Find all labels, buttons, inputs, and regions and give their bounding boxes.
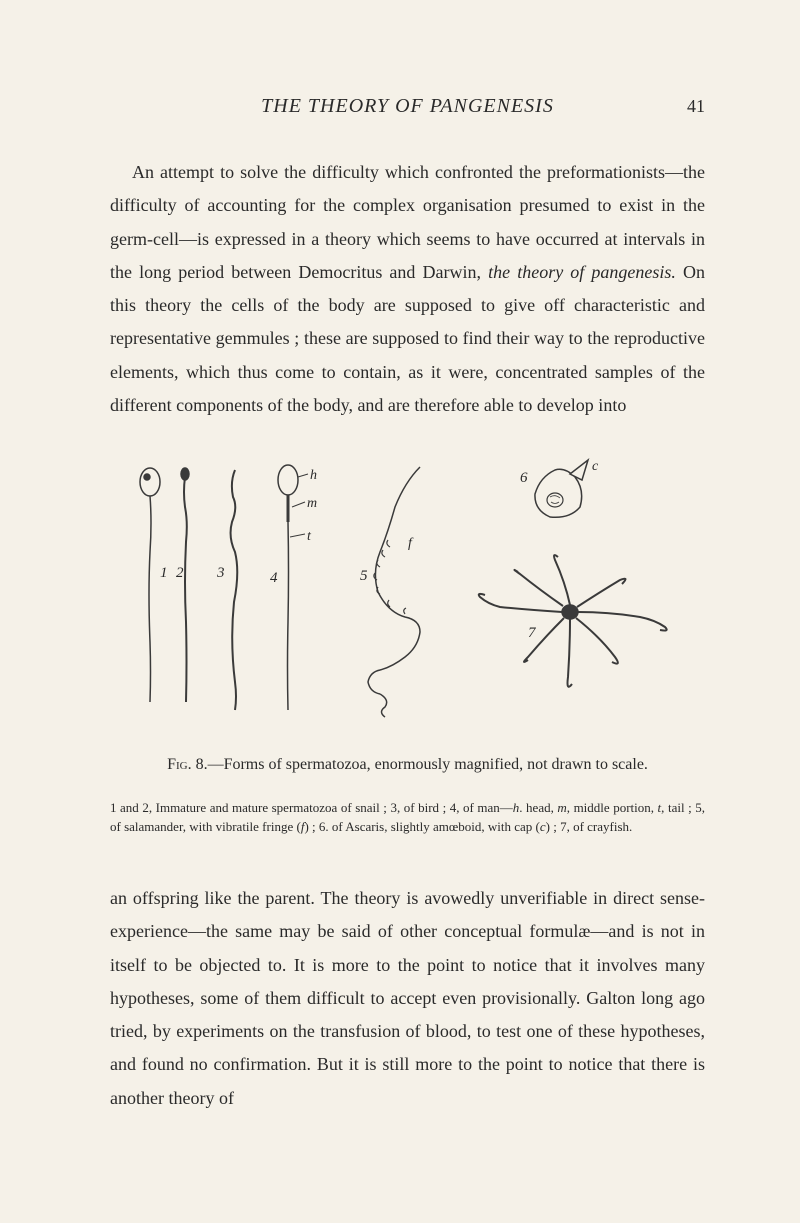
svg-text:6: 6 xyxy=(520,470,528,486)
key-p6: ) ; 7, of crayfish. xyxy=(546,819,633,834)
caption-fig-number: 8. xyxy=(196,756,208,773)
svg-text:4: 4 xyxy=(270,570,278,586)
page-header: THE THEORY OF PANGENESIS 41 xyxy=(110,95,705,118)
para2-text: an offspring like the parent. The theory… xyxy=(110,888,705,1108)
svg-text:h: h xyxy=(310,468,317,483)
key-p1: 1 and 2, Immature and mature spermatozoa… xyxy=(110,800,513,815)
figure-caption: Fig. 8.—Forms of spermatozoa, enormously… xyxy=(110,752,705,778)
spermatozoa-figure-svg: 1 2 3 h m t 4 xyxy=(110,452,705,732)
paragraph-1: An attempt to solve the difficulty which… xyxy=(110,156,705,422)
svg-text:1: 1 xyxy=(160,565,168,581)
key-i2: m xyxy=(557,800,566,815)
para1-part2: On this theory the cells of the body are… xyxy=(110,262,705,415)
svg-text:2: 2 xyxy=(176,565,184,581)
svg-text:t: t xyxy=(307,529,312,544)
running-title: THE THEORY OF PANGENESIS xyxy=(110,95,665,118)
paragraph-2: an offspring like the parent. The theory… xyxy=(110,882,705,1115)
svg-text:m: m xyxy=(307,496,317,511)
page-number: 41 xyxy=(665,96,705,117)
key-p5: ) ; 6. of Ascaris, slightly amœboid, wit… xyxy=(304,819,539,834)
page: THE THEORY OF PANGENESIS 41 An attempt t… xyxy=(0,0,800,1223)
para1-italic: the theory of pangenesis. xyxy=(488,262,676,282)
svg-text:3: 3 xyxy=(216,565,225,581)
figure-illustration: 1 2 3 h m t 4 xyxy=(110,452,705,732)
svg-text:7: 7 xyxy=(528,625,537,641)
svg-text:f: f xyxy=(408,536,414,551)
svg-text:5: 5 xyxy=(360,568,368,584)
caption-fig-label: Fig. xyxy=(167,756,192,773)
svg-text:c: c xyxy=(592,459,599,474)
key-p3: , middle portion, xyxy=(567,800,658,815)
figure-key: 1 and 2, Immature and mature spermatozoa… xyxy=(110,798,705,837)
caption-text: —Forms of spermatozoa, enormously magnif… xyxy=(208,756,648,773)
key-p2: . head, xyxy=(519,800,557,815)
